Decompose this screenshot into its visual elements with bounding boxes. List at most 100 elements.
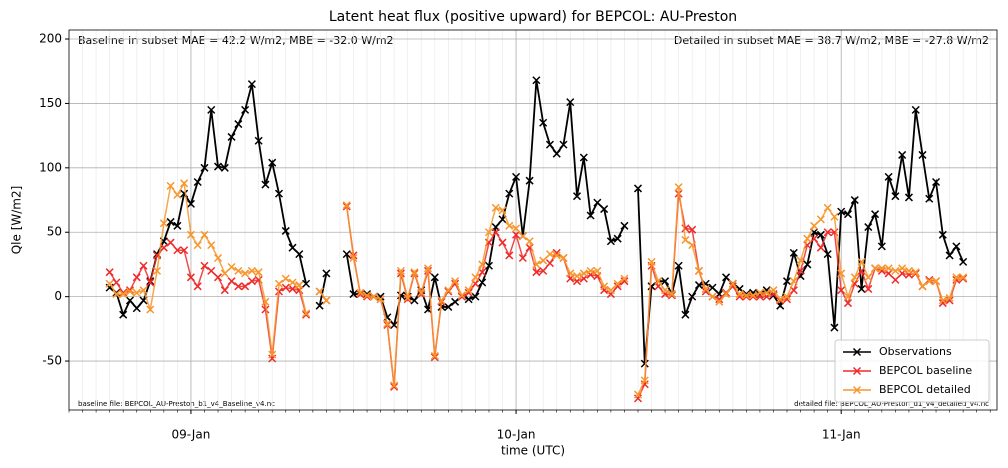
point-marker [105, 268, 114, 277]
point-marker [512, 230, 521, 239]
point-marker [281, 283, 290, 292]
point-marker [491, 203, 500, 212]
point-marker [464, 295, 473, 304]
point-marker [227, 132, 236, 141]
point-marker [132, 273, 141, 282]
point-marker [302, 310, 311, 319]
point-marker [545, 140, 554, 149]
point-marker [633, 390, 643, 399]
point-marker [688, 292, 697, 301]
point-marker [572, 272, 582, 281]
point-marker [125, 287, 134, 296]
point-marker [586, 211, 595, 220]
point-marker [207, 105, 216, 114]
point-marker [234, 120, 243, 129]
point-marker [342, 201, 351, 210]
point-marker [667, 290, 676, 299]
point-marker [186, 273, 195, 282]
point-marker [559, 253, 568, 263]
point-marker [593, 198, 602, 207]
y-tick-label: 0 [54, 289, 62, 303]
point-marker [918, 282, 927, 291]
point-marker [877, 264, 886, 273]
annotation: Baseline in subset MAE = 42.2 W/m2, MBE … [78, 34, 394, 47]
point-marker [484, 261, 494, 270]
point-marker [816, 243, 825, 252]
point-marker [789, 277, 798, 286]
point-marker [464, 288, 473, 297]
point-marker [132, 288, 141, 297]
point-marker [220, 163, 229, 172]
point-marker [640, 376, 649, 385]
point-marker [925, 277, 934, 286]
point-marker [566, 98, 575, 107]
point-marker [816, 215, 825, 224]
point-marker [566, 269, 575, 278]
point-marker [227, 277, 236, 286]
point-marker [850, 196, 859, 205]
point-marker [403, 293, 412, 302]
point-marker [613, 279, 622, 288]
y-tick-label: 200 [39, 32, 62, 46]
point-marker [180, 246, 189, 255]
point-marker [281, 226, 290, 235]
point-marker [843, 210, 853, 219]
point-marker [539, 266, 548, 275]
point-marker [925, 194, 934, 203]
point-marker [254, 268, 263, 277]
point-marker [295, 281, 304, 290]
point-marker [186, 199, 195, 208]
point-marker [274, 189, 284, 198]
point-marker [952, 242, 961, 251]
point-marker [315, 287, 324, 296]
point-marker [918, 150, 927, 159]
point-marker [349, 290, 358, 299]
point-marker [119, 310, 128, 319]
point-marker [173, 221, 182, 230]
point-marker [213, 253, 223, 263]
point-marker [620, 221, 629, 230]
point-marker [782, 292, 792, 301]
point-marker [823, 250, 832, 259]
point-marker [932, 277, 941, 286]
point-marker [322, 296, 331, 305]
point-marker [139, 286, 148, 295]
point-marker [762, 288, 771, 297]
point-marker [898, 264, 907, 273]
point-marker [837, 286, 846, 295]
point-marker [207, 266, 216, 275]
point-marker [911, 105, 920, 114]
point-marker [478, 260, 487, 269]
point-marker [600, 282, 609, 291]
point-marker [600, 205, 609, 214]
point-marker [735, 290, 744, 299]
point-marker [810, 221, 819, 230]
point-marker [173, 246, 182, 255]
point-marker [938, 296, 947, 305]
point-marker [633, 184, 643, 193]
legend-marker [852, 385, 862, 395]
y-tick-label: 50 [47, 225, 62, 239]
point-marker [545, 259, 554, 268]
point-marker [816, 230, 825, 239]
point-marker [559, 140, 568, 149]
point-marker [254, 136, 263, 145]
y-axis-label: Qle [W/m2] [10, 186, 24, 255]
point-marker [173, 190, 182, 199]
point-marker [268, 158, 277, 167]
point-marker [369, 292, 378, 301]
point-marker [647, 257, 656, 266]
point-marker [843, 292, 853, 301]
point-marker [119, 290, 128, 299]
point-marker [803, 260, 812, 269]
point-marker [518, 253, 527, 263]
point-marker [891, 275, 900, 284]
point-marker [891, 266, 900, 275]
point-marker [451, 277, 460, 286]
point-marker [830, 212, 839, 221]
annotation: Detailed in subset MAE = 38.7 W/m2, MBE … [674, 34, 989, 47]
point-marker [593, 266, 602, 275]
point-marker [606, 237, 615, 246]
point-marker [938, 230, 947, 239]
point-marker [464, 286, 473, 295]
